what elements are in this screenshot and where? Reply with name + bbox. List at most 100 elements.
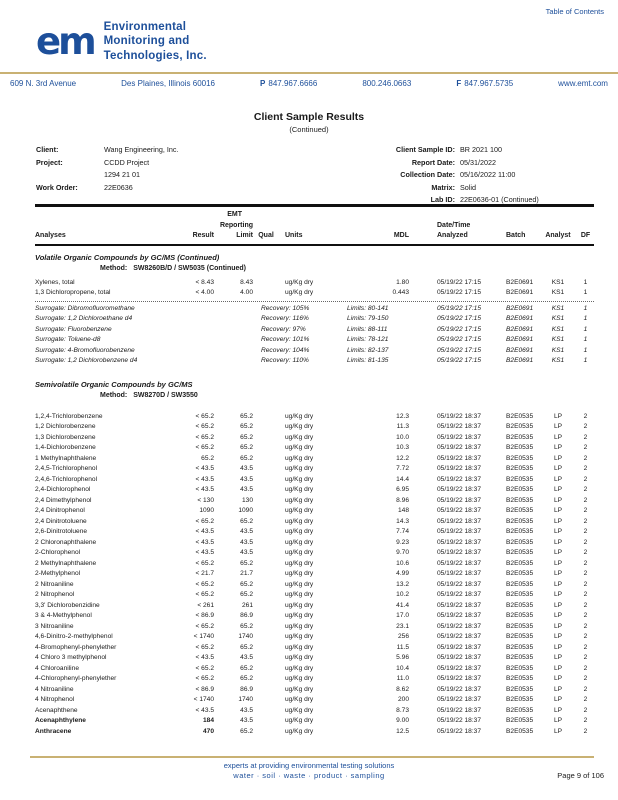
info-label: Collection Date: (400, 170, 455, 180)
analyte-name: 2 Methylnaphthalene (35, 559, 97, 567)
surrogate-row: Surrogate: Fluorobenzene Recovery: 97% Lim… (35, 325, 594, 336)
mdl-value: 10.3 (396, 444, 409, 451)
website-link[interactable]: www.emt.com (558, 79, 608, 88)
info-value: 05/16/2022 11:00 (460, 170, 516, 180)
analyzed-datetime: 05/19/22 17:15 (437, 304, 481, 312)
reporting-limit: 130 (241, 496, 253, 504)
result-row: 2,4-Dichlorophenol < 43.5 43.5 ug/Kg dry 6.9… (35, 485, 594, 496)
result-value: < 43.5 (195, 654, 214, 661)
result-value: < 43.5 (195, 706, 214, 714)
units: ug/Kg dry (285, 685, 314, 693)
units: ug/Kg dry (285, 706, 314, 714)
analyte-name: 4 Nitroaniline (35, 685, 74, 693)
analyst-initials: KS1 (551, 357, 565, 364)
dilution-factor: 2 (583, 727, 588, 735)
mdl-value: 200 (397, 696, 409, 703)
mdl-value: 7.74 (396, 528, 409, 535)
batch-id: B2E0535 (506, 717, 534, 724)
analyst-initials: LP (553, 685, 563, 693)
analyte-name: 2,4 Dinitrotoluene (35, 517, 87, 525)
info-value: CCDD Project (104, 157, 150, 167)
result-row: 2,4 Dimethylphenol < 130 130 ug/Kg dry 8.96 0… (35, 496, 594, 507)
surrogate-name: Surrogate: 1,2 Dichloroethane d4 (35, 315, 133, 322)
analyzed-datetime: 05/19/22 18:37 (437, 496, 481, 504)
batch-id: B2E0535 (506, 675, 534, 682)
analyst-initials: LP (553, 622, 563, 630)
units: ug/Kg dry (285, 486, 314, 493)
reporting-limit: 65.2 (240, 433, 253, 441)
dilution-factor: 2 (583, 444, 588, 451)
analyzed-datetime: 05/19/22 18:37 (437, 507, 481, 514)
info-value: BR 2021 100 (460, 145, 502, 154)
surrogate-limits: Limits: 88-111 (347, 325, 388, 333)
reporting-limit: 43.5 (240, 549, 253, 556)
surrogate-recovery: Recovery: 97% (261, 325, 306, 333)
units: ug/Kg dry (285, 570, 314, 577)
surrogate-recovery: Recovery: 116% (261, 315, 309, 322)
batch-id: B2E0535 (506, 433, 534, 441)
analyte-name: 1,4-Dichlorobenzene (35, 444, 96, 451)
analyst-initials: LP (553, 727, 563, 735)
dilution-factor: 2 (583, 507, 588, 514)
result-row: 4 Chloro 3 methylphenol < 43.5 43.5 ug/Kg d… (35, 653, 594, 664)
result-value: < 43.5 (195, 549, 214, 556)
analyte-name: 2 Nitrophenol (35, 591, 75, 598)
mdl-value: 10.6 (396, 559, 409, 567)
reporting-limit: 261 (241, 601, 253, 609)
units: ug/Kg dry (285, 601, 314, 609)
reporting-limit: 43.5 (240, 528, 253, 535)
dilution-factor: 2 (583, 601, 588, 609)
method-value: SW8260B/D / SW5035 (Continued) (133, 264, 247, 272)
phone-value: 847.967.6666 (268, 79, 318, 88)
result-value: < 1740 (193, 633, 214, 640)
dilution-factor: 2 (583, 612, 588, 619)
analyzed-datetime: 05/19/22 18:37 (437, 444, 481, 451)
batch-id: B2E0535 (506, 654, 534, 661)
analyzed-datetime: 05/19/22 18:37 (437, 633, 481, 640)
reporting-limit: 65.2 (240, 412, 253, 420)
table-of-contents-link[interactable]: Table of Contents (545, 7, 604, 16)
result-row: 3,3' Dichlorobenzidine < 261 261 ug/Kg dry 4… (35, 601, 594, 612)
batch-id: B2E0535 (506, 643, 534, 651)
dilution-factor: 2 (583, 433, 588, 441)
method-line: Method: SW8260B/D / SW5035 (Continued) (35, 263, 594, 274)
analyte-name: 2,4,5-Trichlorophenol (35, 465, 98, 472)
analyzed-datetime: 05/19/22 17:15 (437, 336, 481, 343)
result-row: 2,4 Dinitrotoluene < 65.2 65.2 ug/Kg dry 14.… (35, 517, 594, 528)
mdl-value: 6.95 (396, 486, 409, 493)
fax-number: F 847.967.5735 (456, 79, 513, 88)
batch-id: B2E0535 (506, 549, 534, 556)
dilution-factor: 2 (583, 696, 588, 703)
reporting-limit: 65.2 (240, 591, 253, 598)
company-name-line3: Technologies, Inc. (103, 49, 207, 62)
batch-id: B2E0535 (506, 496, 534, 504)
batch-id: B2E0535 (506, 664, 534, 672)
mdl-value: 23.1 (396, 622, 409, 630)
reporting-limit: 65.2 (240, 423, 253, 430)
analyst-initials: KS1 (551, 325, 565, 333)
analyte-name: 4 Chloro 3 methylphenol (35, 654, 107, 661)
units: ug/Kg dry (285, 664, 314, 672)
result-row: 4-Chlorophenyl-phenylether < 65.2 65.2 ug/K… (35, 674, 594, 685)
dilution-factor: 2 (583, 475, 588, 483)
analyst-initials: LP (553, 591, 563, 598)
analyst-initials: LP (553, 664, 563, 672)
info-label: Work Order: (36, 182, 78, 192)
units: ug/Kg dry (285, 496, 314, 504)
analyzed-datetime: 05/19/22 18:37 (437, 685, 481, 693)
page-title: Client Sample Results (253, 111, 365, 123)
dilution-factor: 2 (583, 528, 588, 535)
result-value: < 65.2 (195, 622, 214, 630)
units: ug/Kg dry (285, 423, 314, 430)
col-header-analyst: Analyst (545, 232, 571, 239)
info-label: Lab ID: (430, 195, 455, 205)
phone-number: P 847.967.6666 (260, 79, 317, 88)
analyst-initials: KS1 (551, 315, 565, 322)
reporting-limit: 65.2 (240, 444, 253, 451)
mdl-value: 148 (397, 507, 409, 514)
info-label: Client Sample ID: (395, 145, 455, 154)
col-header-analyzed: Date/Time Analyzed (437, 221, 471, 240)
analyzed-datetime: 05/19/22 18:37 (437, 727, 481, 735)
analyzed-datetime: 05/19/22 18:37 (437, 486, 481, 493)
batch-id: B2E0535 (506, 454, 534, 462)
